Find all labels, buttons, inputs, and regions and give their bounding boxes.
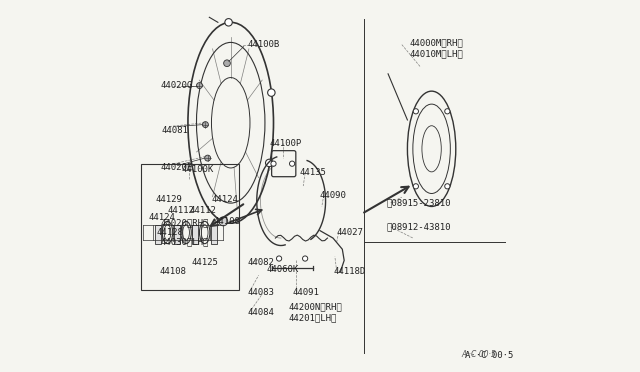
Text: 44125: 44125: [191, 258, 218, 267]
Circle shape: [413, 109, 419, 114]
Circle shape: [205, 155, 211, 161]
Text: 44020E: 44020E: [161, 163, 193, 172]
Circle shape: [289, 161, 294, 166]
Circle shape: [196, 83, 202, 89]
Text: 44020〈RH〉: 44020〈RH〉: [161, 219, 209, 228]
Text: 44112: 44112: [189, 206, 216, 215]
Circle shape: [266, 159, 273, 167]
Circle shape: [413, 184, 419, 189]
Circle shape: [271, 161, 276, 166]
Text: 44129: 44129: [156, 195, 182, 203]
Text: 44084: 44084: [248, 308, 275, 317]
Text: 44081: 44081: [162, 126, 189, 135]
Bar: [141, 164, 239, 290]
Text: 44100B: 44100B: [248, 40, 280, 49]
Text: 44010M〈LH〉: 44010M〈LH〉: [410, 49, 463, 58]
Text: 44100K: 44100K: [182, 165, 214, 174]
Text: A··C 00·5: A··C 00·5: [465, 351, 513, 360]
Circle shape: [268, 89, 275, 96]
Bar: [193, 225, 198, 244]
Bar: [156, 225, 161, 244]
Circle shape: [225, 19, 232, 26]
Text: 44100P: 44100P: [270, 139, 302, 148]
Text: 44135: 44135: [300, 169, 326, 177]
Text: 44091: 44091: [292, 288, 319, 296]
Text: 44112: 44112: [168, 206, 195, 215]
Text: A··C 00·5: A··C 00·5: [461, 350, 496, 359]
Text: 44030〈LH〉: 44030〈LH〉: [161, 237, 209, 246]
Text: ⓜ08915-23810: ⓜ08915-23810: [387, 198, 451, 207]
Text: 44108: 44108: [214, 217, 241, 226]
Circle shape: [445, 184, 450, 189]
Text: 44083: 44083: [248, 288, 275, 296]
Text: 44124: 44124: [148, 213, 175, 222]
Text: ⓝ08912-43810: ⓝ08912-43810: [387, 222, 451, 231]
Text: 44108: 44108: [159, 267, 186, 276]
Text: 44020G: 44020G: [161, 81, 193, 90]
Text: 44200N〈RH〉: 44200N〈RH〉: [289, 302, 342, 311]
Circle shape: [223, 60, 230, 67]
Text: 44027: 44027: [337, 228, 364, 237]
Text: 44060K: 44060K: [266, 265, 298, 274]
Bar: [174, 225, 180, 244]
Circle shape: [276, 256, 282, 261]
Text: 44124: 44124: [211, 195, 238, 203]
Circle shape: [303, 256, 308, 261]
Text: 44082: 44082: [248, 258, 275, 267]
Text: 44000M〈RH〉: 44000M〈RH〉: [410, 38, 463, 47]
Circle shape: [445, 109, 450, 114]
Circle shape: [219, 217, 228, 226]
Text: 44118D: 44118D: [334, 267, 366, 276]
Text: 44201〈LH〉: 44201〈LH〉: [289, 314, 337, 323]
Text: 44128: 44128: [156, 228, 183, 237]
Circle shape: [202, 122, 209, 128]
Text: 44090: 44090: [320, 191, 347, 200]
Bar: [211, 225, 217, 244]
